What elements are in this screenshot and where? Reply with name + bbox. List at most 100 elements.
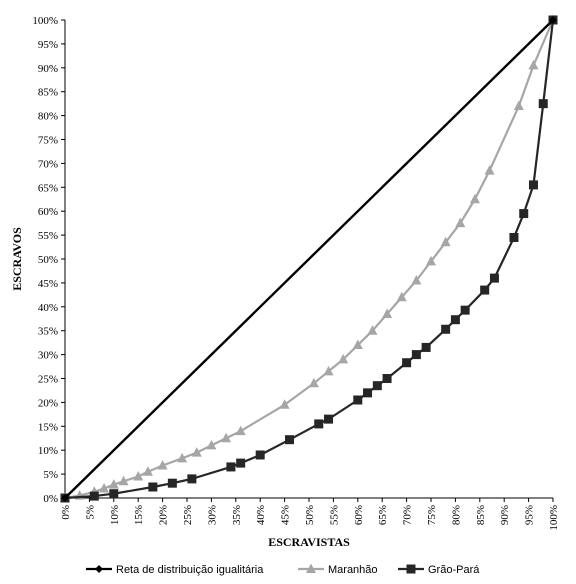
legend-label: Reta de distribuição igualitária bbox=[116, 564, 264, 576]
x-tick-label: 75% bbox=[426, 505, 438, 525]
y-tick-label: 20% bbox=[38, 397, 58, 409]
y-axis-title: ESCRAVOS bbox=[10, 227, 24, 291]
y-tick-label: 45% bbox=[38, 278, 58, 290]
series-point bbox=[513, 100, 524, 111]
series-point bbox=[236, 458, 246, 468]
series-point bbox=[421, 342, 431, 352]
legend-item: Grão-Pará bbox=[398, 564, 480, 576]
legend-swatch-marker bbox=[306, 563, 316, 573]
y-tick-label: 5% bbox=[43, 469, 58, 481]
x-tick-label: 80% bbox=[450, 505, 462, 525]
series-point bbox=[255, 450, 265, 460]
y-tick-label: 75% bbox=[38, 135, 58, 147]
series-point bbox=[353, 395, 363, 405]
series-point bbox=[89, 491, 99, 501]
series-point bbox=[460, 305, 470, 315]
y-tick-label: 35% bbox=[38, 326, 58, 338]
x-tick-label: 90% bbox=[499, 505, 511, 525]
legend-item: Maranhão bbox=[298, 563, 378, 576]
y-tick-label: 65% bbox=[38, 182, 58, 194]
x-tick-label: 10% bbox=[109, 505, 121, 525]
series-point bbox=[167, 478, 177, 488]
x-tick-label: 25% bbox=[182, 505, 194, 525]
y-tick-label: 15% bbox=[38, 421, 58, 433]
series-point bbox=[484, 165, 495, 175]
series-point bbox=[279, 399, 290, 409]
series-point bbox=[455, 217, 466, 228]
series-point bbox=[61, 494, 69, 502]
series-point bbox=[402, 358, 412, 368]
series-line bbox=[64, 19, 554, 499]
y-tick-label: 25% bbox=[38, 374, 58, 386]
series-point bbox=[118, 475, 129, 486]
series-point bbox=[226, 462, 236, 472]
legend-swatch-marker bbox=[95, 565, 103, 573]
x-tick-label: 45% bbox=[280, 505, 292, 525]
series-point bbox=[469, 193, 480, 204]
series-point bbox=[450, 315, 460, 325]
y-tick-label: 55% bbox=[38, 230, 58, 242]
y-tick-label: 10% bbox=[38, 445, 58, 457]
legend: Reta de distribuição igualitária Maranhão… bbox=[86, 563, 480, 576]
y-tick-label: 90% bbox=[38, 63, 58, 75]
series-point bbox=[411, 275, 422, 285]
series-point bbox=[411, 350, 421, 360]
x-tick-label: 65% bbox=[377, 505, 389, 525]
y-tick-label: 60% bbox=[38, 206, 58, 218]
series-point bbox=[148, 482, 158, 492]
x-tick-label: 70% bbox=[402, 505, 414, 525]
series-point bbox=[426, 255, 436, 266]
y-tick-label: 70% bbox=[38, 158, 58, 170]
x-tick-label: 95% bbox=[524, 505, 536, 525]
series-point bbox=[489, 273, 499, 283]
x-tick-label: 15% bbox=[133, 505, 145, 525]
y-tick-label: 50% bbox=[38, 254, 58, 266]
series-point bbox=[367, 325, 378, 335]
x-tick-label: 100% bbox=[548, 505, 560, 531]
y-tick-label: 100% bbox=[32, 15, 58, 27]
series-2 bbox=[60, 15, 558, 503]
y-tick-label: 95% bbox=[38, 39, 58, 51]
series-point bbox=[191, 447, 202, 457]
y-tick-label: 0% bbox=[43, 493, 58, 505]
x-tick-label: 20% bbox=[158, 505, 170, 525]
x-tick-label: 55% bbox=[328, 505, 340, 525]
series-point bbox=[177, 452, 188, 463]
series-point bbox=[363, 388, 373, 398]
series-point bbox=[509, 232, 519, 242]
series-point bbox=[528, 180, 538, 190]
series-point bbox=[382, 374, 392, 383]
series-point bbox=[235, 425, 246, 436]
series-point bbox=[284, 435, 294, 445]
x-tick-label: 50% bbox=[304, 505, 316, 525]
series-0 bbox=[61, 16, 557, 502]
series-point bbox=[109, 489, 119, 499]
series-point bbox=[99, 482, 110, 493]
x-tick-label: 40% bbox=[255, 505, 267, 525]
series-point bbox=[221, 432, 232, 443]
x-tick-label: 85% bbox=[475, 505, 487, 525]
y-tick-label: 30% bbox=[38, 350, 58, 362]
y-tick-label: 85% bbox=[38, 87, 58, 99]
legend-label: Grão-Pará bbox=[428, 564, 480, 576]
series-point bbox=[538, 99, 548, 109]
series-point bbox=[324, 414, 334, 424]
series-point bbox=[157, 459, 168, 470]
series-point bbox=[519, 209, 529, 219]
x-tick-label: 5% bbox=[84, 505, 96, 520]
series-layer bbox=[60, 14, 558, 503]
series-point bbox=[314, 419, 324, 429]
x-tick-label: 0% bbox=[60, 505, 72, 520]
series-point bbox=[480, 285, 490, 295]
series-point bbox=[396, 291, 407, 302]
series-point bbox=[133, 470, 144, 481]
series-point bbox=[441, 324, 451, 334]
x-axis-title: ESCRAVISTAS bbox=[268, 535, 350, 549]
series-point bbox=[352, 339, 363, 350]
series-point bbox=[108, 479, 119, 489]
legend-label: Maranhão bbox=[328, 564, 378, 576]
series-point bbox=[338, 353, 349, 364]
series-point bbox=[382, 308, 393, 318]
series-point bbox=[308, 377, 319, 388]
